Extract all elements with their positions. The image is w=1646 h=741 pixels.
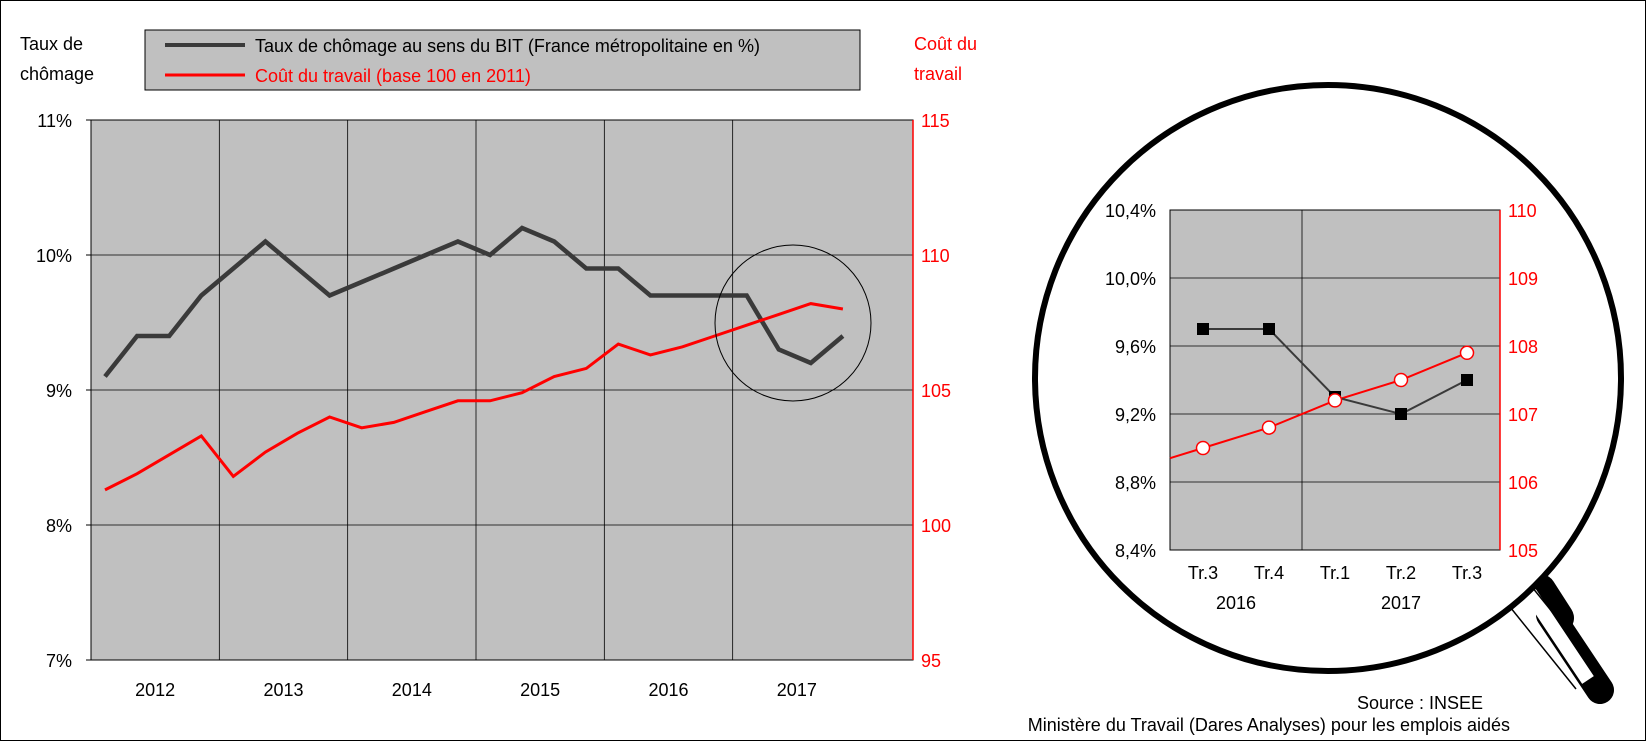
zoom-x-year-label: 2016 xyxy=(1216,593,1256,613)
zoom-left-tick-label: 10,4% xyxy=(1105,201,1156,221)
zoom-plot-area xyxy=(1169,209,1501,551)
zoom-x-tick-label: Tr.2 xyxy=(1386,563,1416,583)
main-left-tick-label: 7% xyxy=(46,651,72,671)
zoom-left-tick-label: 8,4% xyxy=(1115,541,1156,561)
zoom-point-labour-cost xyxy=(1393,372,1409,388)
zoom-x-tick-label: Tr.4 xyxy=(1254,563,1284,583)
main-x-tick-label: 2012 xyxy=(135,680,175,700)
zoom-x-tick-label: Tr.3 xyxy=(1452,563,1482,583)
zoom-right-tick-label: 110 xyxy=(1508,201,1537,221)
zoom-right-axis-ticks: 110 109 108 107 106 105 xyxy=(1508,201,1538,561)
zoom-left-tick-label: 10,0% xyxy=(1105,269,1156,289)
magnifier-handle-edge xyxy=(1522,575,1602,673)
main-right-tick-label: 110 xyxy=(921,246,950,266)
zoom-left-tick-label: 9,6% xyxy=(1115,337,1156,357)
zoom-x-tick-label: Tr.3 xyxy=(1188,563,1218,583)
main-right-tick-label: 100 xyxy=(921,516,951,536)
zoom-point-labour-cost xyxy=(1327,393,1343,408)
zoom-right-tick-label: 106 xyxy=(1508,473,1538,493)
zoom-x-axis-ticks: Tr.3 Tr.4 Tr.1 Tr.2 Tr.3 2016 2017 xyxy=(1188,563,1482,613)
zoom-highlight-circle xyxy=(714,244,872,402)
zoom-grid xyxy=(1170,210,1500,550)
legend-label-labour-cost: Coût du travail (base 100 en 2011) xyxy=(255,66,531,86)
main-left-axis-ticks: 11% 10% 9% 8% 7% xyxy=(36,111,91,671)
main-grid xyxy=(91,120,913,660)
zoom-point-unemployment xyxy=(1395,408,1407,420)
zoom-series xyxy=(1169,323,1475,460)
zoom-point-unemployment xyxy=(1263,323,1275,335)
main-x-tick-label: 2015 xyxy=(520,680,560,700)
zoom-point-unemployment xyxy=(1461,374,1473,386)
main-left-tick-label: 8% xyxy=(46,516,72,536)
main-left-tick-label: 10% xyxy=(36,246,72,266)
zoom-x-tick-label: Tr.1 xyxy=(1320,563,1350,583)
left-axis-title-line1: Taux de xyxy=(20,34,83,54)
right-axis-title-line1: Coût du xyxy=(914,34,977,54)
main-right-axis-ticks: 115 110 105 100 95 xyxy=(921,111,951,671)
legend: Taux de chômage au sens du BIT (France m… xyxy=(144,29,861,91)
main-x-axis-ticks: 2012 2013 2014 2015 2016 2017 xyxy=(135,680,817,700)
left-axis-title-line2: chômage xyxy=(20,64,94,84)
series-line-labour-cost xyxy=(104,302,844,492)
zoom-x-year-label: 2017 xyxy=(1381,593,1421,613)
main-right-tick-label: 105 xyxy=(921,381,951,401)
zoom-right-tick-label: 108 xyxy=(1508,337,1538,357)
main-right-tick-label: 115 xyxy=(921,111,950,131)
magnifier-handle-cap xyxy=(1524,574,1574,634)
zoom-left-tick-label: 8,8% xyxy=(1115,473,1156,493)
zoom-right-tick-label: 105 xyxy=(1508,541,1538,561)
source-attribution: Ministère du Travail (Dares Analyses) po… xyxy=(1028,715,1510,735)
zoom-right-tick-label: 109 xyxy=(1508,269,1538,289)
main-left-tick-label: 11% xyxy=(37,111,72,131)
magnifier-handle-shaft xyxy=(1524,589,1594,684)
main-x-tick-label: 2017 xyxy=(777,680,817,700)
main-right-tick-label: 95 xyxy=(921,651,941,671)
main-chart: 11% 10% 9% 8% 7% 115 110 105 100 95 2012 2013 2014… xyxy=(20,29,977,700)
zoom-right-tick-label: 107 xyxy=(1508,405,1538,425)
zoom-point-unemployment xyxy=(1197,323,1209,335)
main-x-tick-label: 2016 xyxy=(648,680,688,700)
zoom-left-axis-ticks: 10,4% 10,0% 9,6% 9,2% 8,8% 8,4% xyxy=(1105,201,1156,561)
main-x-tick-label: 2013 xyxy=(263,680,303,700)
legend-label-unemployment: Taux de chômage au sens du BIT (France m… xyxy=(255,36,760,56)
zoom-point-labour-cost xyxy=(1459,345,1475,361)
source-line: Source : INSEE xyxy=(1357,693,1483,713)
legend-box xyxy=(144,29,861,91)
main-left-tick-label: 9% xyxy=(46,381,72,401)
zoom-chart: 10,4%10,0%9,6%9,2%8,8%8,4% 1101091081071… xyxy=(1105,201,1538,613)
zoom-point-labour-cost xyxy=(1261,420,1277,435)
zoom-point-labour-cost xyxy=(1195,440,1211,456)
right-axis-title-line2: travail xyxy=(914,64,962,84)
zoom-left-tick-label: 9,2% xyxy=(1115,405,1156,425)
main-x-tick-label: 2014 xyxy=(392,680,432,700)
